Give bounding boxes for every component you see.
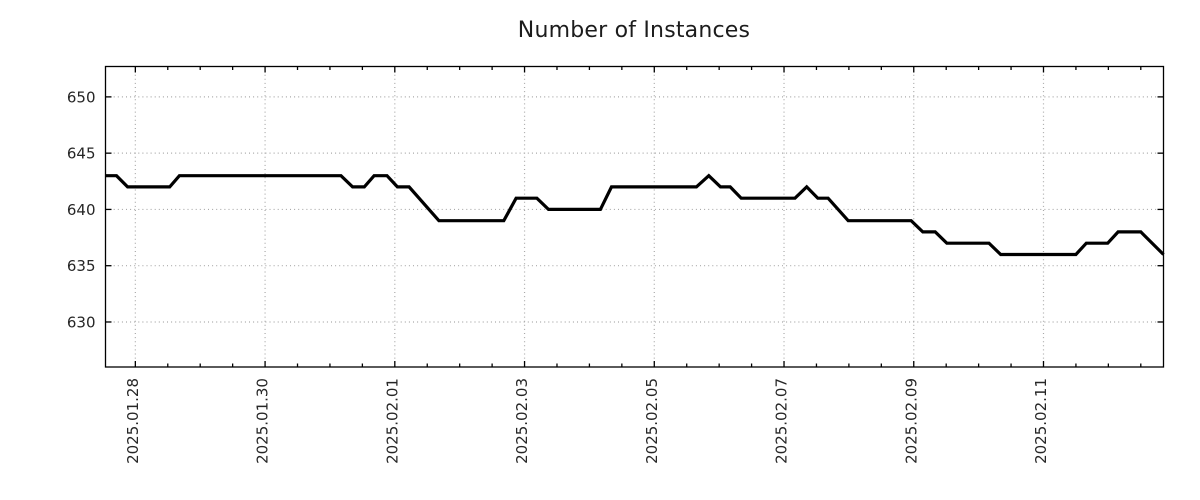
plot-border bbox=[104, 65, 1165, 368]
x-tick-label: 2025.01.30 bbox=[254, 378, 272, 464]
y-tick-label: 645 bbox=[67, 145, 96, 163]
y-tick-label: 630 bbox=[67, 313, 96, 331]
gridlines bbox=[105, 66, 1164, 367]
series-group bbox=[105, 173, 1165, 257]
y-tick-label: 635 bbox=[67, 257, 96, 275]
x-tick-label: 2025.02.01 bbox=[383, 378, 401, 464]
x-tick-label: 2025.02.11 bbox=[1032, 378, 1050, 464]
y-tick-label: 640 bbox=[67, 201, 96, 219]
x-tick-label: 2025.02.07 bbox=[773, 378, 791, 464]
axis-ticks bbox=[105, 66, 1164, 367]
axis-labels: 630 635 640 645 650 2025.01.28 2025.01.30 2025.… bbox=[67, 88, 1050, 464]
x-tick-label: 2025.02.03 bbox=[513, 378, 531, 464]
x-tick-label: 2025.02.05 bbox=[643, 378, 661, 464]
axes bbox=[104, 65, 1165, 368]
y-tick-label: 650 bbox=[67, 88, 96, 106]
chart-title: Number of Instances bbox=[517, 18, 751, 43]
series-line-instances bbox=[105, 173, 1165, 257]
x-tick-label: 2025.01.28 bbox=[124, 378, 142, 464]
x-tick-label: 2025.02.09 bbox=[902, 378, 920, 464]
